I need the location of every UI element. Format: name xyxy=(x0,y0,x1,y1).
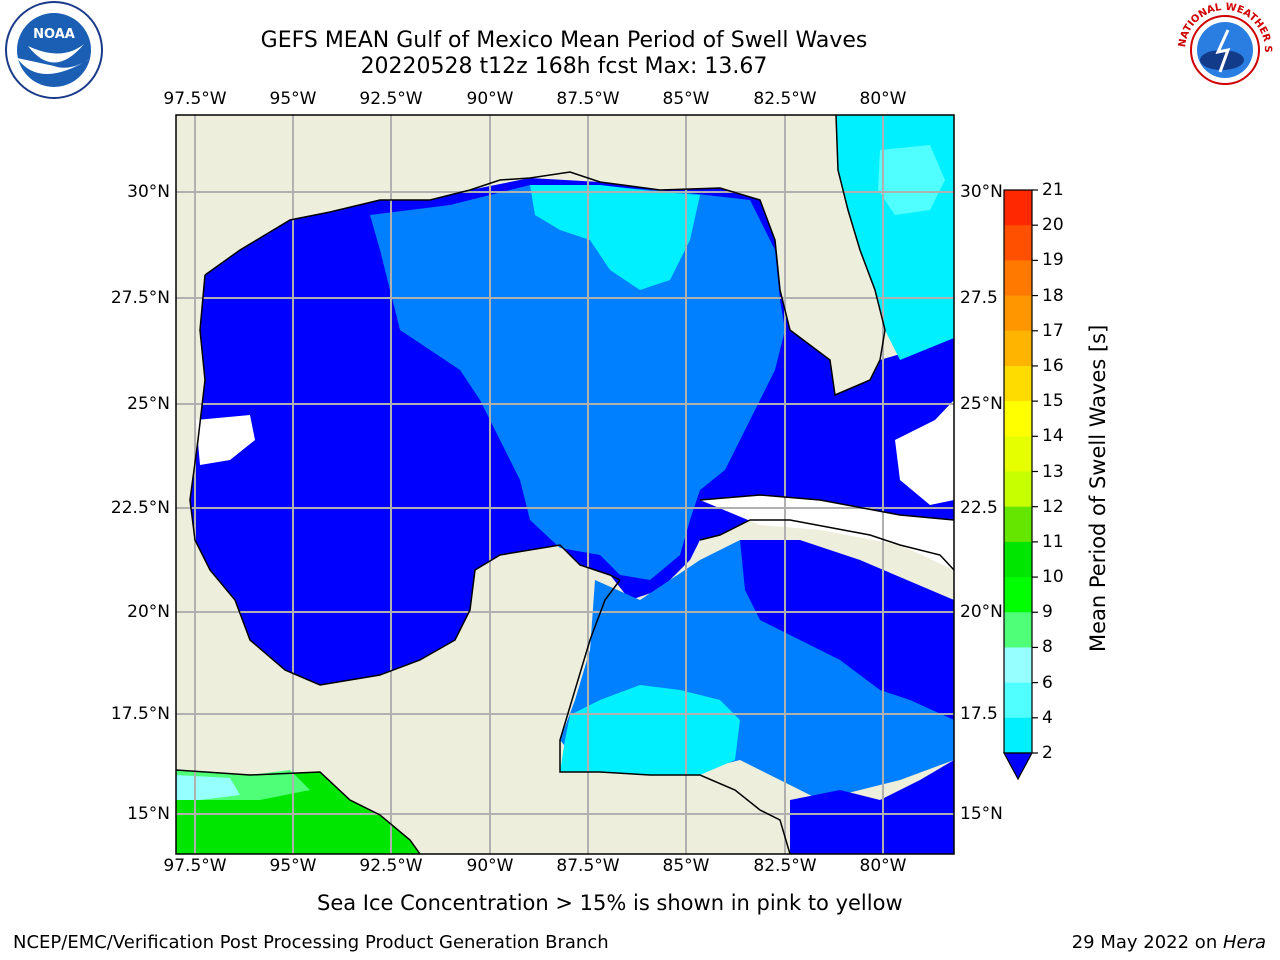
lat-tick-right-22.5: 22.5 xyxy=(960,498,998,518)
colorbar-tick-label: 2 xyxy=(1042,743,1053,763)
colorbar-segment xyxy=(1004,577,1032,613)
lon-tick-bottom-80: 80°W xyxy=(859,856,907,876)
lat-tick-right-17.5: 17.5 xyxy=(960,704,998,724)
pacific-cyan-edge xyxy=(176,775,240,800)
lat-tick-right-20: 20°N xyxy=(960,602,1003,622)
chart-subtitle: 20220528 t12z 168h fcst Max: 13.67 xyxy=(360,54,768,79)
footer-date: 29 May 2022 on Hera xyxy=(1072,932,1266,953)
lat-tick-left-27.5: 27.5°N xyxy=(110,288,170,308)
lat-tick-right-25: 25°N xyxy=(960,394,1003,414)
lon-tick-bottom-97.5: 97.5°W xyxy=(163,856,227,876)
lon-tick-bottom-87.5: 87.5°W xyxy=(556,856,620,876)
colorbar-tick-label: 16 xyxy=(1042,355,1064,376)
nws-logo: NATIONAL WEATHER SERVICE xyxy=(1170,0,1273,98)
colorbar-tick-label: 21 xyxy=(1042,180,1064,200)
colorbar-segment xyxy=(1004,190,1032,226)
colorbar-segment xyxy=(1004,295,1032,332)
colorbar-segment xyxy=(1004,506,1032,543)
lat-tick-left-17.5: 17.5°N xyxy=(110,704,170,724)
colorbar-segment xyxy=(1004,717,1032,754)
lon-tick-top-80: 80°W xyxy=(859,89,907,109)
cyan-patch-north xyxy=(530,185,700,290)
colorbar-tick-label: 18 xyxy=(1042,285,1064,306)
lat-tick-right-15: 15°N xyxy=(960,804,1003,824)
lat-tick-left-15: 15°N xyxy=(127,804,170,824)
colorbar-tick-label: 14 xyxy=(1042,426,1064,447)
footer-date-text: 29 May 2022 on xyxy=(1071,932,1223,953)
lon-tick-top-97.5: 97.5°W xyxy=(163,89,227,109)
lat-tick-left-20: 20°N xyxy=(127,602,170,622)
coastlines xyxy=(176,115,954,854)
colorbar-segment xyxy=(1004,436,1032,472)
colorbar xyxy=(1002,189,1038,781)
gulf-central-region xyxy=(370,185,785,580)
lat-tick-left-30: 30°N xyxy=(127,182,170,202)
lon-tick-bottom-95: 95°W xyxy=(269,856,317,876)
colorbar-tick-label: 11 xyxy=(1042,531,1064,552)
colorbar-segment xyxy=(1004,682,1032,719)
lat-tick-right-30: 30°N xyxy=(960,182,1003,202)
colorbar-tick-label: 4 xyxy=(1042,707,1053,728)
colorbar-segment xyxy=(1004,365,1032,402)
light-cyan-patch-atlantic xyxy=(878,145,945,215)
lon-tick-top-92.5: 92.5°W xyxy=(359,89,423,109)
no-data-gap-west xyxy=(196,415,255,465)
colorbar-segment xyxy=(1004,541,1032,578)
lon-tick-bottom-90: 90°W xyxy=(466,856,514,876)
colorbar-tick-label: 15 xyxy=(1042,391,1064,412)
colorbar-segment xyxy=(1004,647,1032,684)
lat-tick-left-22.5: 22.5°N xyxy=(110,498,170,518)
footer-host: Hera xyxy=(1222,932,1266,953)
caribbean-dark-patch xyxy=(740,540,954,720)
colorbar-tick-label: 10 xyxy=(1042,567,1064,588)
colorbar-extend-arrow xyxy=(1002,752,1034,781)
colorbar-segment xyxy=(1004,260,1032,297)
no-data-gap-bahamas xyxy=(895,400,954,505)
noaa-logo-text: NOAA xyxy=(33,27,75,42)
cyan-patch-yucatan xyxy=(560,685,740,775)
lon-tick-top-82.5: 82.5°W xyxy=(753,89,817,109)
lon-tick-top-85: 85°W xyxy=(662,89,710,109)
colorbar-tick-label: 6 xyxy=(1042,672,1053,693)
lon-tick-top-87.5: 87.5°W xyxy=(556,89,620,109)
footer-credit: NCEP/EMC/Verification Post Processing Pr… xyxy=(13,932,609,953)
colorbar-segment xyxy=(1004,330,1032,367)
lon-tick-bottom-82.5: 82.5°W xyxy=(753,856,817,876)
lon-tick-top-90: 90°W xyxy=(466,89,514,109)
noaa-logo: NOAA xyxy=(5,1,103,99)
chart-title: GEFS MEAN Gulf of Mexico Mean Period of … xyxy=(260,28,868,53)
colorbar-tick-label: 12 xyxy=(1042,496,1064,517)
colorbar-tick-label: 9 xyxy=(1042,602,1053,623)
lon-tick-top-95: 95°W xyxy=(269,89,317,109)
lat-tick-left-25: 25°N xyxy=(127,394,170,414)
colorbar-segment xyxy=(1004,401,1032,437)
colorbar-tick-label: 8 xyxy=(1042,637,1053,658)
caribbean-south-dark xyxy=(790,760,954,854)
map-frame xyxy=(175,114,955,855)
colorbar-tick-label: 20 xyxy=(1042,215,1064,236)
colorbar-segment xyxy=(1004,225,1032,261)
colorbar-tick-label: 13 xyxy=(1042,461,1064,482)
map-gridlines xyxy=(176,115,954,854)
lon-tick-bottom-85: 85°W xyxy=(662,856,710,876)
colorbar-tick-label: 17 xyxy=(1042,320,1064,341)
lat-tick-right-27.5: 27.5 xyxy=(960,288,998,308)
lon-tick-bottom-92.5: 92.5°W xyxy=(359,856,423,876)
colorbar-segment xyxy=(1004,471,1032,508)
colorbar-tick-label: 19 xyxy=(1042,250,1064,271)
colorbar-segment xyxy=(1004,612,1032,648)
sea-ice-caption: Sea Ice Concentration > 15% is shown in … xyxy=(317,891,903,915)
colorbar-label: Mean Period of Swell Waves [s] xyxy=(1086,324,1110,652)
